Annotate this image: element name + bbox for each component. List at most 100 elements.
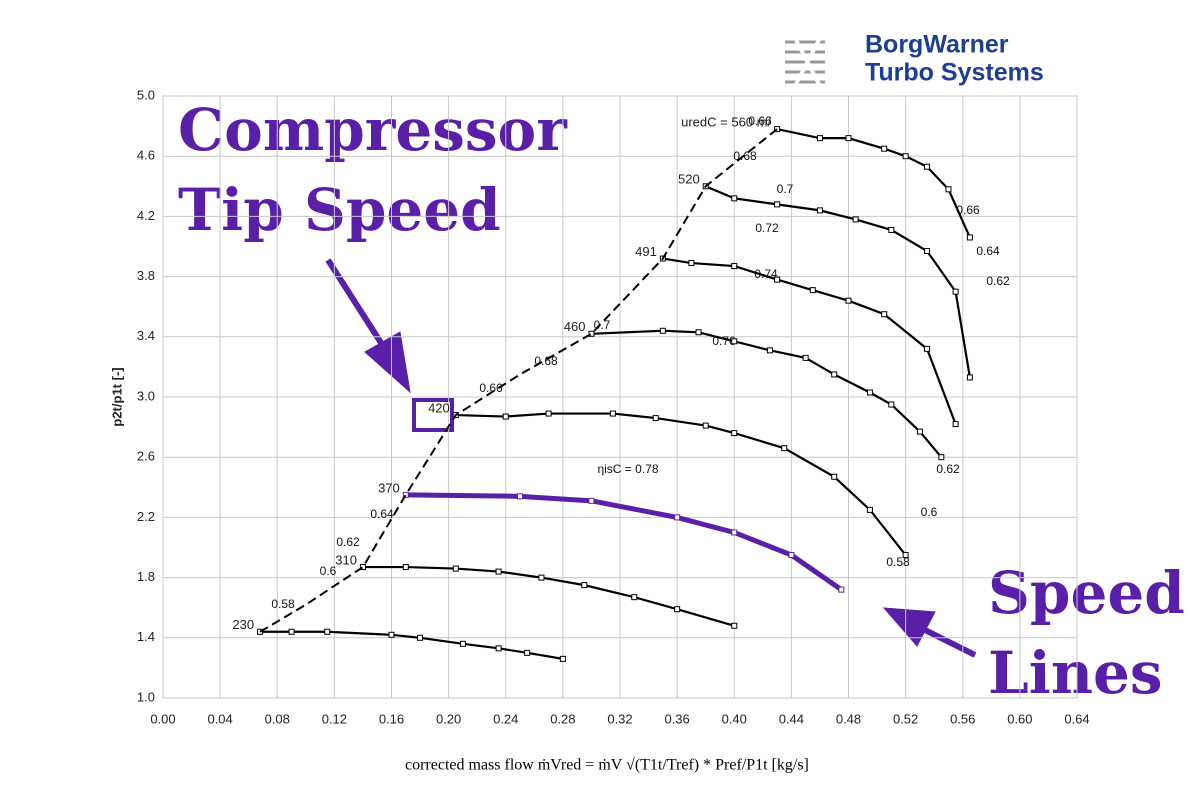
speed-label: 520 <box>678 172 700 187</box>
data-point <box>924 163 931 170</box>
data-point <box>288 628 295 635</box>
x-tick-label: 0.44 <box>779 711 804 726</box>
efficiency-label: 0.62 <box>986 274 1010 288</box>
y-tick-label: 2.2 <box>137 509 155 524</box>
data-point <box>888 226 895 233</box>
data-point <box>945 186 952 193</box>
efficiency-label: 0.6 <box>320 564 337 578</box>
highlight-box <box>412 398 454 432</box>
x-tick-label: 0.56 <box>950 711 975 726</box>
data-point <box>802 354 809 361</box>
data-point <box>495 568 502 575</box>
speed-label: 310 <box>335 553 357 568</box>
efficiency-label: ηisC = 0.78 <box>597 462 658 476</box>
data-point <box>731 195 738 202</box>
x-tick-label: 0.60 <box>1007 711 1032 726</box>
speed-label: 230 <box>232 617 254 632</box>
logo-icon <box>785 37 825 87</box>
x-tick-label: 0.12 <box>322 711 347 726</box>
x-axis-label: corrected mass flow ṁVred = ṁV √(T1t/Tre… <box>405 757 809 774</box>
y-tick-label: 2.6 <box>137 449 155 464</box>
annotation: Tip Speed <box>178 176 501 244</box>
speed-label: uredC = 560 m/ <box>681 115 771 130</box>
efficiency-label: 0.7 <box>594 318 611 332</box>
data-point <box>452 565 459 572</box>
efficiency-label: 0.7 <box>777 182 794 196</box>
data-point <box>588 497 595 504</box>
data-point <box>652 415 659 422</box>
data-point <box>838 586 845 593</box>
data-point <box>359 564 366 571</box>
data-point <box>688 260 695 267</box>
speed-label: 420 <box>428 400 450 415</box>
data-point <box>902 153 909 160</box>
efficiency-label: 0.6 <box>921 505 938 519</box>
data-point <box>402 491 409 498</box>
data-point <box>402 564 409 571</box>
y-tick-label: 5.0 <box>137 87 155 102</box>
data-point <box>502 413 509 420</box>
data-point <box>952 288 959 295</box>
data-point <box>581 582 588 589</box>
data-point <box>938 454 945 461</box>
data-point <box>674 514 681 521</box>
data-point <box>774 201 781 208</box>
data-point <box>731 338 738 345</box>
data-point <box>545 410 552 417</box>
efficiency-label: 0.64 <box>370 507 394 521</box>
data-point <box>952 421 959 428</box>
x-tick-label: 0.16 <box>379 711 404 726</box>
data-point <box>845 297 852 304</box>
data-point <box>609 410 616 417</box>
data-point <box>774 276 781 283</box>
data-point <box>538 574 545 581</box>
x-tick-label: 0.40 <box>722 711 747 726</box>
x-tick-label: 0.48 <box>836 711 861 726</box>
efficiency-label: 0.58 <box>271 597 295 611</box>
y-tick-label: 1.0 <box>137 689 155 704</box>
efficiency-label: 0.58 <box>886 555 910 569</box>
data-point <box>774 126 781 133</box>
x-tick-label: 0.08 <box>265 711 290 726</box>
efficiency-label: 0.62 <box>336 535 360 549</box>
data-point <box>816 207 823 214</box>
data-point <box>916 428 923 435</box>
data-point <box>816 135 823 142</box>
x-tick-label: 0.00 <box>150 711 175 726</box>
y-tick-label: 3.8 <box>137 268 155 283</box>
x-tick-label: 0.28 <box>550 711 575 726</box>
data-point <box>559 655 566 662</box>
efficiency-label: 0.68 <box>534 354 558 368</box>
data-point <box>881 145 888 152</box>
x-tick-label: 0.52 <box>893 711 918 726</box>
data-point <box>731 622 738 629</box>
y-tick-label: 1.8 <box>137 569 155 584</box>
y-tick-label: 4.6 <box>137 148 155 163</box>
y-tick-label: 3.4 <box>137 328 155 343</box>
data-point <box>731 529 738 536</box>
data-point <box>695 329 702 336</box>
data-point <box>731 263 738 270</box>
data-point <box>766 347 773 354</box>
logo-text: Turbo Systems <box>865 59 1044 87</box>
speed-label: 370 <box>378 480 400 495</box>
annotation: Compressor <box>178 96 568 164</box>
data-point <box>788 552 795 559</box>
efficiency-label: 0.66 <box>479 381 503 395</box>
data-point <box>781 445 788 452</box>
x-tick-label: 0.36 <box>664 711 689 726</box>
annotation: Lines <box>988 639 1163 707</box>
x-tick-label: 0.64 <box>1064 711 1089 726</box>
annotation: Speed <box>988 559 1185 627</box>
logo-text: BorgWarner <box>865 31 1009 59</box>
efficiency-label: 0.72 <box>755 221 779 235</box>
data-point <box>659 327 666 334</box>
data-point <box>388 631 395 638</box>
efficiency-label: 0.64 <box>976 244 1000 258</box>
data-point <box>588 330 595 337</box>
data-point <box>324 628 331 635</box>
speed-line <box>776 128 971 238</box>
data-point <box>924 345 931 352</box>
